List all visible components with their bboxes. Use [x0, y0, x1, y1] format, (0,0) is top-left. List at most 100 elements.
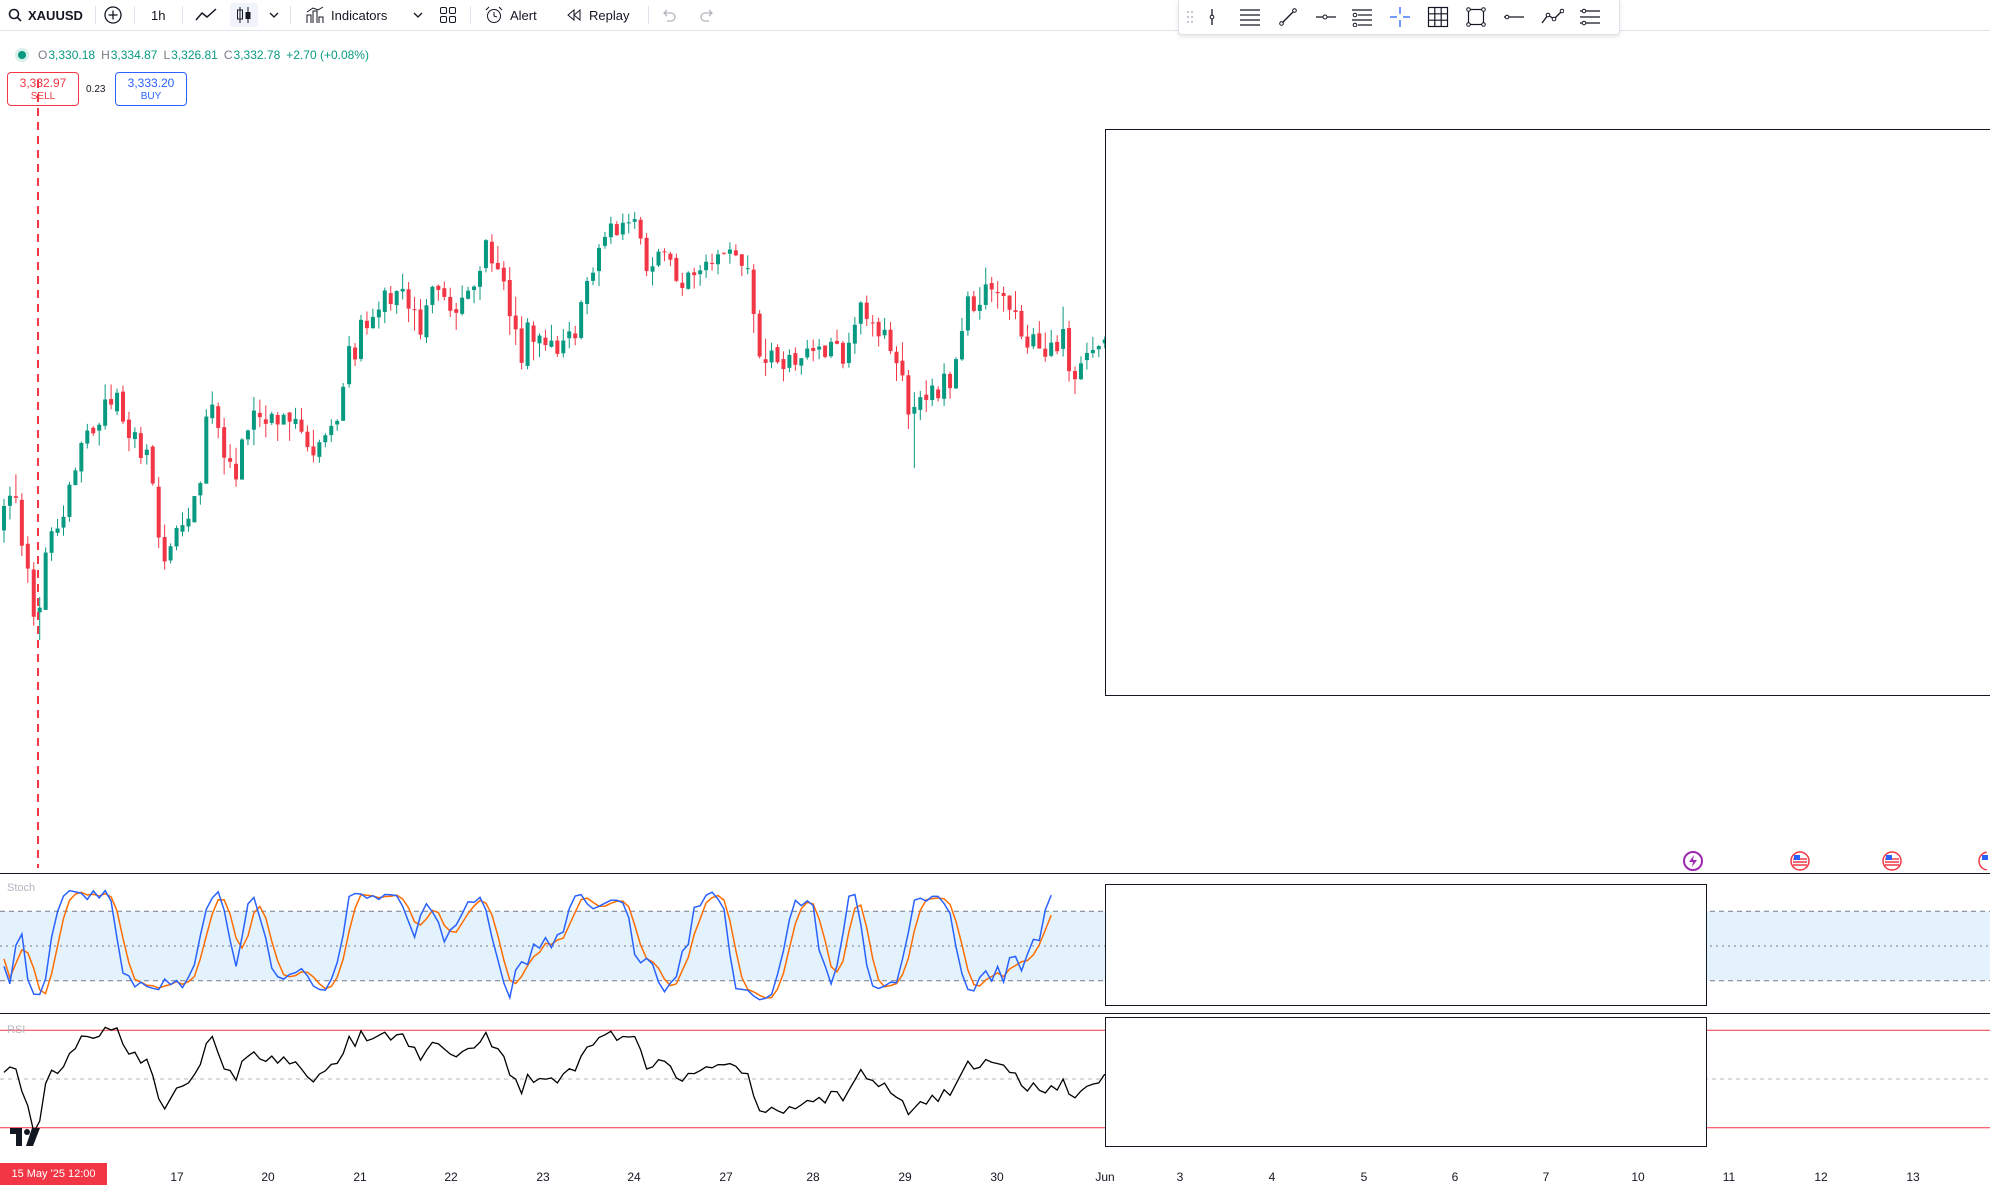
candle-body [793, 353, 798, 365]
compare-button[interactable] [103, 3, 123, 27]
trend-line-icon [1279, 8, 1297, 26]
alert-button[interactable]: Alert [484, 3, 537, 27]
candle-body [376, 309, 381, 318]
candle-body [454, 309, 459, 313]
candle-body [954, 359, 958, 389]
time-axis[interactable]: 17 20 21 22 23 24 27 28 29 30 Jun 3 4 5 6 7 10 11 12 13 [0, 1162, 1990, 1189]
candle-body [257, 412, 262, 418]
horizontal-line-icon [1504, 14, 1524, 20]
crosshair-tool[interactable] [1387, 5, 1413, 29]
candle-body [555, 340, 560, 354]
replay-button[interactable]: Replay [565, 3, 629, 27]
path-tool[interactable] [1539, 5, 1565, 29]
plus-circle-icon [104, 6, 122, 24]
candle-body [436, 285, 441, 290]
candle-body [716, 254, 720, 265]
candle-body [608, 223, 613, 238]
candle-body [240, 439, 244, 480]
candle-body [602, 236, 607, 246]
candle-body [763, 359, 768, 363]
candle-body [115, 392, 120, 412]
candle-body [918, 397, 923, 410]
horizontal-line-tool[interactable] [1501, 5, 1527, 29]
parallel-channel-tool[interactable] [1237, 5, 1263, 29]
candle-body [138, 433, 143, 458]
candle-body [942, 373, 947, 399]
market-status-icon [18, 51, 26, 59]
candle-body [781, 359, 786, 369]
candle-body [573, 333, 578, 339]
indicators-button[interactable]: Indicators [305, 3, 387, 27]
trend-line-tool[interactable] [1275, 5, 1301, 29]
candle-body [507, 279, 512, 317]
symbol-search[interactable]: XAUUSD [8, 3, 83, 27]
candle-body [531, 325, 536, 342]
us-flag-icon[interactable] [1882, 851, 1902, 871]
candle-body [1073, 371, 1077, 380]
grid-icon [1427, 6, 1449, 28]
toolbar-divider [95, 6, 96, 24]
time-axis-tick: 21 [353, 1170, 367, 1184]
indicators-dropdown[interactable] [412, 3, 424, 27]
tradingview-logo[interactable] [10, 1128, 42, 1151]
candle-body [751, 269, 756, 314]
candle-body [293, 418, 298, 424]
drag-handle[interactable] [1183, 5, 1197, 29]
candle-body [1102, 339, 1107, 344]
candle-body [126, 419, 131, 439]
candle-body [995, 291, 1000, 294]
buy-label: BUY [140, 91, 162, 102]
candle-body [370, 316, 375, 329]
candle-body [341, 386, 346, 421]
vertical-line-tool[interactable] [1199, 5, 1225, 29]
candle-body [567, 331, 572, 339]
candle-body [930, 385, 935, 401]
more-tools-button[interactable] [1577, 5, 1603, 29]
low-value: 3,326.81 [171, 48, 218, 62]
candle-body [959, 331, 964, 360]
rsi-pane-divider[interactable] [0, 1013, 1990, 1014]
sell-button[interactable]: 3,332.97 SELL [7, 72, 79, 106]
templates-button[interactable] [438, 3, 458, 27]
fib-retracement-tool[interactable] [1349, 5, 1375, 29]
candle-body [13, 496, 18, 498]
candle-body [846, 342, 851, 364]
candle-body [418, 309, 423, 335]
horizontal-ray-tool[interactable] [1313, 5, 1339, 29]
candle-body [864, 302, 869, 319]
candle-body [132, 432, 137, 440]
indicators-label: Indicators [331, 7, 388, 23]
grid-tool[interactable] [1425, 5, 1451, 29]
horizontal-ray-icon [1316, 14, 1336, 20]
candle-body [870, 322, 875, 324]
candle-body [347, 346, 352, 385]
candle-body [835, 340, 839, 344]
candle-body [965, 296, 970, 331]
us-flag-icon[interactable] [1790, 851, 1810, 871]
candle-body [1019, 310, 1024, 337]
candle-body [501, 267, 506, 282]
redo-button[interactable] [698, 3, 716, 27]
candle-body [674, 257, 679, 281]
candle-body [228, 458, 233, 462]
settings-lines-icon [1580, 8, 1600, 26]
candle-body [698, 270, 703, 275]
candle-body [97, 424, 102, 431]
candle-body [305, 431, 310, 448]
stoch-pane-divider[interactable] [0, 873, 1990, 874]
buy-button[interactable]: 3,333.20 BUY [115, 72, 187, 106]
undo-button[interactable] [660, 3, 678, 27]
candle-body [912, 406, 917, 414]
candle-body [19, 499, 24, 546]
lightning-event-icon[interactable] [1683, 851, 1703, 871]
chart-type-dropdown[interactable] [268, 3, 280, 27]
us-flag-icon[interactable] [1978, 851, 1990, 871]
interval-button[interactable]: 1h [151, 3, 165, 27]
time-axis-tick: Jun [1095, 1170, 1115, 1184]
candle-body [775, 347, 780, 363]
rectangle-tool[interactable] [1463, 5, 1489, 29]
line-chart-button[interactable] [194, 3, 218, 27]
candle-body [710, 262, 715, 264]
candle-chart-button[interactable] [230, 3, 258, 27]
time-axis-tick: 22 [444, 1170, 458, 1184]
